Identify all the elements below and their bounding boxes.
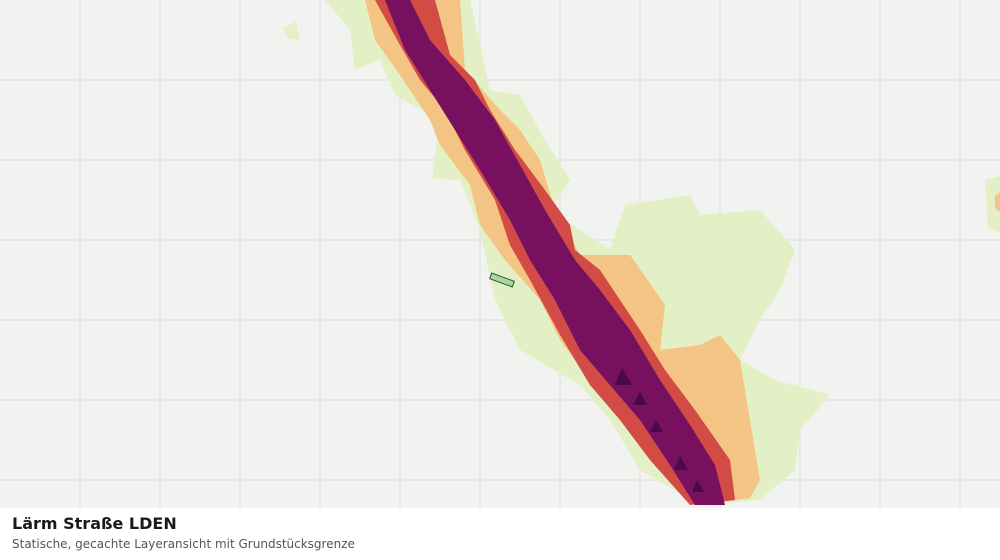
layer-title: Lärm Straße LDEN (12, 514, 177, 533)
parcel-boundary (489, 272, 515, 288)
noise-zones (283, 0, 1000, 505)
info-panel: Lärm Straße LDEN Statische, gecachte Lay… (0, 508, 1000, 560)
layer-subtitle: Statische, gecachte Layeransicht mit Gru… (12, 537, 355, 551)
